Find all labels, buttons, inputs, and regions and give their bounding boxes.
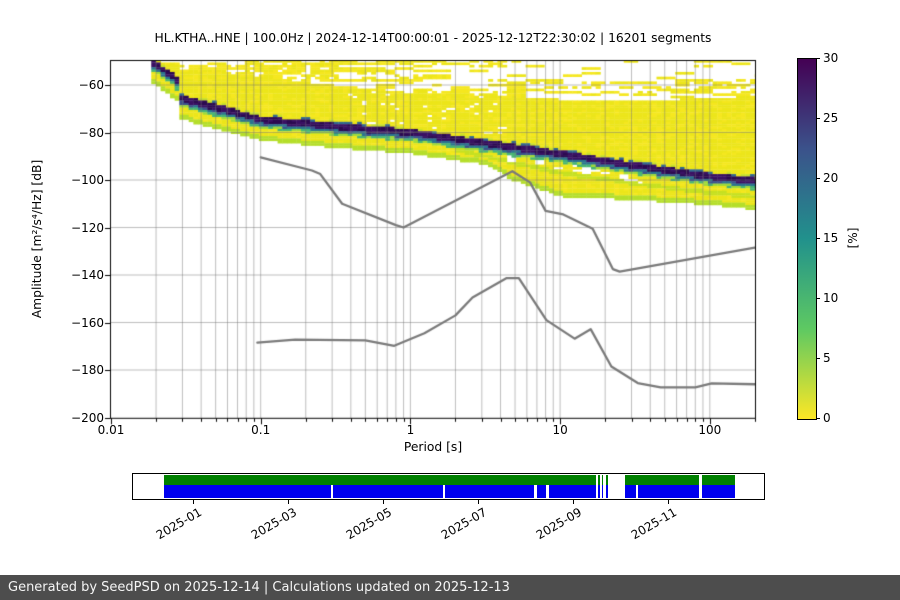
timeline-green-segment bbox=[602, 475, 604, 485]
timeline-green-segment bbox=[702, 475, 735, 485]
timeline-tick bbox=[193, 500, 195, 504]
y-tick-label: −100 bbox=[71, 173, 104, 187]
colorbar-tick bbox=[816, 58, 820, 59]
y-tick-label: −200 bbox=[71, 410, 104, 425]
colorbar-tick-label: 30 bbox=[823, 51, 839, 65]
colorbar-tick bbox=[816, 238, 820, 239]
colorbar-tick bbox=[816, 358, 820, 359]
timeline-blue-segment bbox=[637, 485, 700, 498]
x-axis-label: Period [s] bbox=[403, 440, 463, 454]
colorbar-tick bbox=[816, 418, 820, 419]
x-tick-label: 10 bbox=[552, 423, 568, 437]
timeline-tick bbox=[382, 500, 384, 504]
colorbar-tick bbox=[816, 178, 820, 179]
x-tick-label: 100 bbox=[698, 423, 722, 437]
timeline-tick bbox=[287, 500, 289, 504]
x-tick-label: 0.01 bbox=[97, 423, 125, 437]
colorbar-tick-label: 5 bbox=[823, 351, 831, 365]
x-tick-label: 1 bbox=[406, 423, 415, 437]
timeline-blue-segment bbox=[332, 485, 444, 498]
timeline-blue-segment bbox=[624, 485, 636, 498]
colorbar-tick-label: 20 bbox=[823, 171, 839, 185]
y-tick-label: −140 bbox=[71, 268, 104, 282]
timeline-blue-segment bbox=[702, 485, 735, 498]
colorbar-tick-label: 15 bbox=[823, 231, 839, 245]
timeline-blue-segment bbox=[445, 485, 535, 498]
y-tick-label: −120 bbox=[71, 220, 104, 235]
y-tick-label: −60 bbox=[78, 78, 104, 92]
footer-text: Generated by SeedPSD on 2025-12-14 | Cal… bbox=[8, 580, 510, 595]
colorbar-tick-label: 25 bbox=[823, 111, 839, 125]
colorbar-tick-label: 0 bbox=[823, 411, 831, 425]
y-tick-label: −80 bbox=[78, 125, 104, 140]
timeline-green-segment bbox=[624, 475, 700, 485]
colorbar-tick-label: 10 bbox=[823, 291, 839, 305]
timeline-tick bbox=[573, 500, 574, 504]
timeline-green-segment bbox=[598, 475, 600, 485]
timeline-coverage-bar bbox=[132, 473, 765, 500]
timeline-tick bbox=[668, 500, 670, 504]
timeline-blue-segment bbox=[605, 485, 608, 498]
y-tick-label: −160 bbox=[71, 315, 104, 330]
timeline-blue-segment bbox=[163, 485, 331, 498]
timeline-tick bbox=[477, 500, 479, 504]
timeline-green-segment bbox=[605, 475, 608, 485]
timeline-blue-segment bbox=[537, 485, 547, 498]
timeline-blue-segment bbox=[549, 485, 596, 498]
timeline-green-segment bbox=[163, 475, 596, 485]
footer-bar bbox=[0, 575, 900, 600]
colorbar-tick bbox=[816, 118, 820, 119]
plot-title: HL.KTHA..HNE | 100.0Hz | 2024-12-14T00:0… bbox=[154, 31, 712, 45]
colorbar-tick bbox=[816, 298, 820, 299]
timeline-blue-segment bbox=[602, 485, 604, 498]
timeline-bar-region bbox=[163, 474, 735, 499]
colorbar-unit-label: [%] bbox=[846, 227, 860, 249]
x-tick-label: 0.1 bbox=[251, 423, 271, 437]
timeline-blue-segment bbox=[598, 485, 600, 498]
y-tick-label: −180 bbox=[71, 363, 104, 377]
y-axis-label: Amplitude [m²/s⁴/Hz] [dB] bbox=[30, 159, 44, 319]
colorbar-gradient bbox=[797, 58, 817, 420]
